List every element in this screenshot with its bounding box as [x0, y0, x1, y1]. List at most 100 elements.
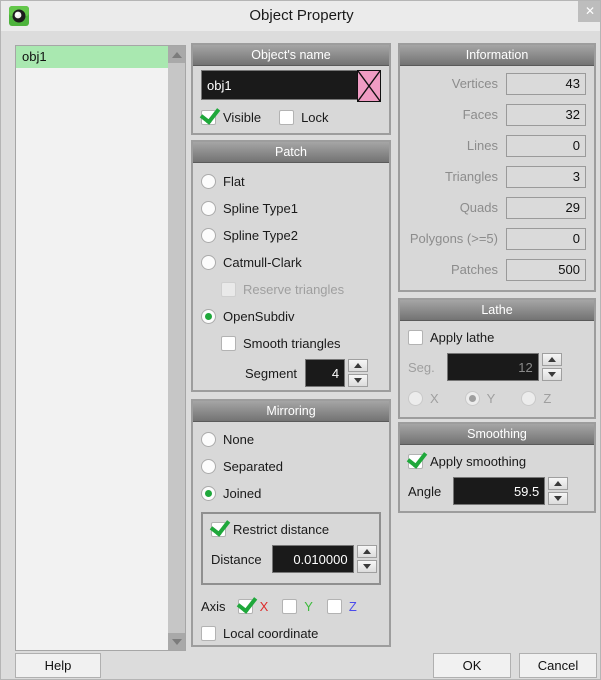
info-value: 0	[506, 227, 586, 250]
list-item-obj1[interactable]: obj1	[16, 46, 168, 68]
lock-label: Lock	[301, 110, 329, 125]
apply-smoothing-label: Apply smoothing	[430, 454, 527, 469]
mirror-joined-label: Joined	[223, 486, 262, 501]
checkbox-checked-icon	[408, 454, 423, 469]
object-name-panel: Object's name Visible Lock	[191, 43, 391, 135]
patch-spline2-radio[interactable]: Spline Type2	[201, 222, 381, 249]
radio-selected-icon	[201, 309, 216, 324]
patch-spline2-label: Spline Type2	[223, 228, 298, 243]
info-row-faces: Faces 32	[408, 99, 586, 130]
lathe-x-label: X	[430, 391, 439, 406]
spin-down-icon[interactable]	[348, 374, 369, 387]
lathe-panel: Lathe Apply lathe Seg. X	[398, 298, 596, 419]
help-button[interactable]: Help	[15, 653, 101, 678]
info-row-quads: Quads 29	[408, 192, 586, 223]
patch-panel: Patch Flat Spline Type1 Spline Type2 Cat…	[191, 140, 391, 392]
smoothing-panel-header: Smoothing	[400, 424, 594, 445]
close-icon[interactable]: ✕	[578, 1, 600, 22]
angle-label: Angle	[408, 483, 442, 499]
axis-label: Axis	[201, 599, 226, 614]
info-value: 0	[506, 134, 586, 157]
radio-disabled-selected-icon	[464, 391, 480, 406]
visible-label: Visible	[223, 110, 262, 125]
info-value: 500	[506, 258, 586, 281]
scroll-down-icon[interactable]	[168, 633, 185, 650]
lathe-axis-x-radio: X	[408, 391, 439, 406]
visible-checkbox[interactable]: Visible	[201, 110, 261, 125]
checkbox-icon	[408, 330, 423, 345]
reserve-triangles-label: Reserve triangles	[243, 282, 345, 297]
title-bar: Object Property ✕	[1, 1, 600, 31]
info-value: 29	[506, 196, 586, 219]
axis-y-checkbox[interactable]: Y	[282, 599, 313, 614]
lathe-axis-y-radio: Y	[464, 391, 496, 406]
radio-icon	[201, 201, 216, 216]
spin-up-icon[interactable]	[348, 359, 369, 372]
segment-input[interactable]	[305, 359, 346, 387]
lathe-y-label: Y	[486, 391, 496, 406]
checkbox-icon	[221, 336, 236, 351]
angle-input[interactable]	[453, 477, 546, 505]
patch-opensubdiv-radio[interactable]: OpenSubdiv	[201, 303, 381, 330]
restrict-distance-checkbox[interactable]: Restrict distance	[211, 516, 371, 543]
distance-spinner	[356, 545, 377, 573]
information-panel-header: Information	[400, 45, 594, 66]
scroll-up-icon[interactable]	[168, 46, 185, 63]
distance-input[interactable]	[271, 545, 354, 573]
mirror-joined-radio[interactable]: Joined	[201, 480, 381, 507]
mirror-separated-radio[interactable]: Separated	[201, 453, 381, 480]
apply-smoothing-checkbox[interactable]: Apply smoothing	[408, 448, 586, 475]
spin-down-icon[interactable]	[548, 492, 569, 505]
ok-button[interactable]: OK	[433, 653, 511, 678]
checkbox-icon	[221, 282, 236, 297]
info-value: 32	[506, 103, 586, 126]
spin-up-icon[interactable]	[548, 477, 569, 490]
object-color-swatch[interactable]	[357, 70, 381, 102]
patch-panel-header: Patch	[193, 142, 389, 163]
spin-down-icon[interactable]	[356, 560, 377, 573]
local-coordinate-checkbox[interactable]: Local coordinate	[201, 620, 381, 647]
patch-flat-radio[interactable]: Flat	[201, 168, 381, 195]
local-coordinate-label: Local coordinate	[223, 626, 319, 641]
info-label: Vertices	[451, 76, 498, 91]
info-row-lines: Lines 0	[408, 130, 586, 161]
axis-z-checkbox[interactable]: Z	[326, 599, 357, 614]
lock-checkbox[interactable]: Lock	[279, 110, 329, 125]
distance-label: Distance	[211, 551, 262, 567]
patch-catmull-clark-radio[interactable]: Catmull-Clark	[201, 249, 381, 276]
segment-label: Segment	[245, 365, 298, 381]
radio-disabled-icon	[408, 391, 423, 406]
radio-disabled-icon	[521, 391, 537, 406]
object-name-input[interactable]	[201, 70, 359, 100]
lathe-seg-label: Seg.	[408, 359, 435, 375]
patch-opensubdiv-label: OpenSubdiv	[223, 309, 295, 324]
info-label: Quads	[459, 200, 498, 215]
axis-x-label: X	[259, 599, 269, 614]
object-list[interactable]: obj1	[15, 45, 186, 651]
info-row-patches: Patches 500	[408, 254, 586, 285]
checkbox-checked-icon	[237, 599, 253, 614]
cancel-button[interactable]: Cancel	[519, 653, 597, 678]
smoothing-panel: Smoothing Apply smoothing Angle	[398, 422, 596, 513]
information-panel: Information Vertices 43 Faces 32 Lines 0…	[398, 43, 596, 292]
info-row-vertices: Vertices 43	[408, 68, 586, 99]
spin-up-icon[interactable]	[356, 545, 377, 558]
checkbox-icon	[201, 626, 216, 641]
mirroring-panel: Mirroring None Separated Joined Restrict…	[191, 399, 391, 647]
apply-lathe-checkbox[interactable]: Apply lathe	[408, 324, 586, 351]
lock-checkbox-icon	[279, 110, 295, 125]
info-value: 43	[506, 72, 586, 95]
checkbox-icon	[282, 599, 298, 614]
smooth-triangles-checkbox[interactable]: Smooth triangles	[201, 330, 381, 357]
mirror-none-radio[interactable]: None	[201, 426, 381, 453]
lathe-seg-spinner	[541, 353, 562, 381]
mirror-separated-label: Separated	[223, 459, 283, 474]
list-scrollbar[interactable]	[168, 46, 185, 650]
axis-x-checkbox[interactable]: X	[237, 599, 269, 614]
axis-y-label: Y	[304, 599, 313, 614]
visible-checkbox-icon	[201, 110, 216, 125]
axis-z-label: Z	[348, 599, 357, 614]
spin-down-icon	[541, 368, 562, 381]
patch-spline1-radio[interactable]: Spline Type1	[201, 195, 381, 222]
